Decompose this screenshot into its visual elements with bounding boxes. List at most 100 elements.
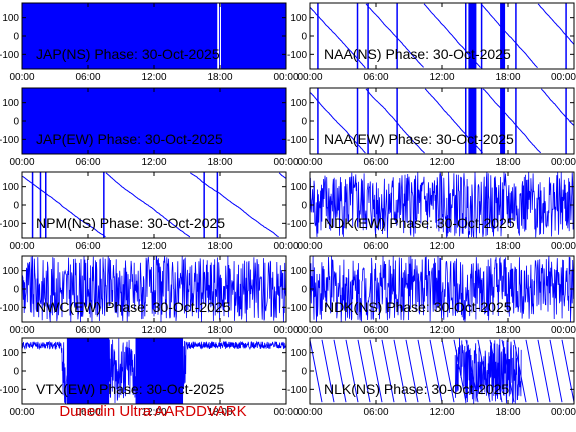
y-tick-label: 0: [13, 367, 19, 378]
x-tick-label: 00:00: [273, 241, 298, 252]
panel-title: NAA(NS) Phase: 30-Oct-2025: [324, 46, 511, 62]
y-tick-label: 0: [301, 367, 307, 378]
x-tick-label: 06:00: [75, 407, 100, 418]
trace-line: [22, 256, 286, 322]
trace-line: [310, 172, 574, 238]
y-tick-label: 0: [301, 32, 307, 43]
x-tick-label: 12:00: [429, 72, 454, 83]
y-tick-label: -100: [0, 50, 19, 61]
y-tick-label: 100: [2, 182, 19, 193]
phase-trace: [310, 172, 574, 238]
x-tick-label: 00:00: [273, 407, 298, 418]
y-tick-label: 100: [2, 98, 19, 109]
x-tick-label: 00:00: [9, 72, 34, 83]
y-tick-label: -100: [0, 303, 19, 314]
trace-line: [22, 172, 286, 238]
trace-line: [310, 3, 574, 69]
x-tick-label: 18:00: [495, 241, 520, 252]
trace-fill: [22, 88, 286, 154]
x-tick-label: 00:00: [297, 407, 322, 418]
x-tick-label: 00:00: [551, 407, 576, 418]
y-tick-label: 100: [290, 13, 307, 24]
phase-trace: [22, 88, 286, 154]
y-tick-label: 0: [13, 285, 19, 296]
x-tick-label: 00:00: [9, 407, 34, 418]
y-tick-label: 100: [290, 182, 307, 193]
y-tick-label: -100: [287, 385, 307, 396]
x-tick-label: 00:00: [9, 241, 34, 252]
y-tick-label: -100: [287, 135, 307, 146]
panel-title: NWC(EW) Phase: 30-Oct-2025: [36, 299, 231, 315]
x-tick-label: 00:00: [551, 325, 576, 336]
x-tick-label: 12:00: [429, 325, 454, 336]
x-tick-label: 12:00: [429, 241, 454, 252]
y-tick-label: 100: [290, 98, 307, 109]
x-tick-label: 00:00: [297, 157, 322, 168]
x-tick-label: 06:00: [363, 325, 388, 336]
x-tick-label: 18:00: [207, 241, 232, 252]
x-tick-label: 00:00: [297, 325, 322, 336]
x-tick-label: 00:00: [273, 325, 298, 336]
x-tick-label: 00:00: [9, 325, 34, 336]
trace-fill: [468, 3, 477, 69]
x-tick-label: 12:00: [429, 407, 454, 418]
phase-trace: [22, 338, 286, 404]
trace-gap: [217, 3, 220, 69]
x-tick-label: 00:00: [551, 241, 576, 252]
y-tick-label: -100: [287, 50, 307, 61]
x-tick-label: 00:00: [551, 72, 576, 83]
panel-title: NDK(EW) Phase: 30-Oct-2025: [324, 215, 515, 231]
panel-title: NAA(EW) Phase: 30-Oct-2025: [324, 131, 514, 147]
phase-trace: [310, 88, 574, 154]
y-tick-label: -100: [287, 303, 307, 314]
panel-title: JAP(NS) Phase: 30-Oct-2025: [36, 46, 220, 62]
trace-fill: [468, 88, 477, 154]
x-tick-label: 06:00: [75, 325, 100, 336]
x-tick-label: 18:00: [207, 157, 232, 168]
y-tick-label: 100: [290, 348, 307, 359]
x-tick-label: 18:00: [495, 325, 520, 336]
panel-title: NLK(NS) Phase: 30-Oct-2025: [324, 381, 509, 397]
trace-gap: [220, 3, 221, 69]
phase-trace: [310, 256, 574, 322]
panel-title: VTX(EW) Phase: 30-Oct-2025: [36, 381, 225, 397]
x-tick-label: 00:00: [9, 157, 34, 168]
trace-line: [310, 256, 574, 322]
y-tick-label: 100: [2, 266, 19, 277]
x-tick-label: 12:00: [141, 407, 166, 418]
y-tick-label: 100: [290, 266, 307, 277]
y-tick-label: 100: [2, 13, 19, 24]
y-tick-label: 0: [13, 32, 19, 43]
x-tick-label: 00:00: [551, 157, 576, 168]
x-tick-label: 00:00: [297, 72, 322, 83]
x-tick-label: 12:00: [141, 241, 166, 252]
y-tick-label: -100: [0, 219, 19, 230]
y-tick-label: 0: [301, 201, 307, 212]
x-tick-label: 00:00: [273, 157, 298, 168]
x-tick-label: 12:00: [429, 157, 454, 168]
x-tick-label: 12:00: [141, 325, 166, 336]
y-tick-label: 0: [301, 285, 307, 296]
phase-trace: [310, 3, 574, 69]
x-tick-label: 12:00: [141, 157, 166, 168]
y-tick-label: 0: [13, 201, 19, 212]
x-tick-label: 18:00: [207, 325, 232, 336]
x-tick-label: 18:00: [207, 407, 232, 418]
y-tick-label: 0: [301, 117, 307, 128]
trace-fill: [66, 338, 110, 404]
x-tick-label: 00:00: [273, 72, 298, 83]
footer-label: Dunedin Ultra AARDDVARK: [59, 403, 247, 420]
trace-fill: [135, 338, 184, 404]
y-tick-label: -100: [287, 219, 307, 230]
x-tick-label: 06:00: [75, 241, 100, 252]
trace-line: [310, 88, 574, 154]
x-tick-label: 18:00: [495, 157, 520, 168]
x-tick-label: 12:00: [141, 72, 166, 83]
x-tick-label: 18:00: [207, 72, 232, 83]
